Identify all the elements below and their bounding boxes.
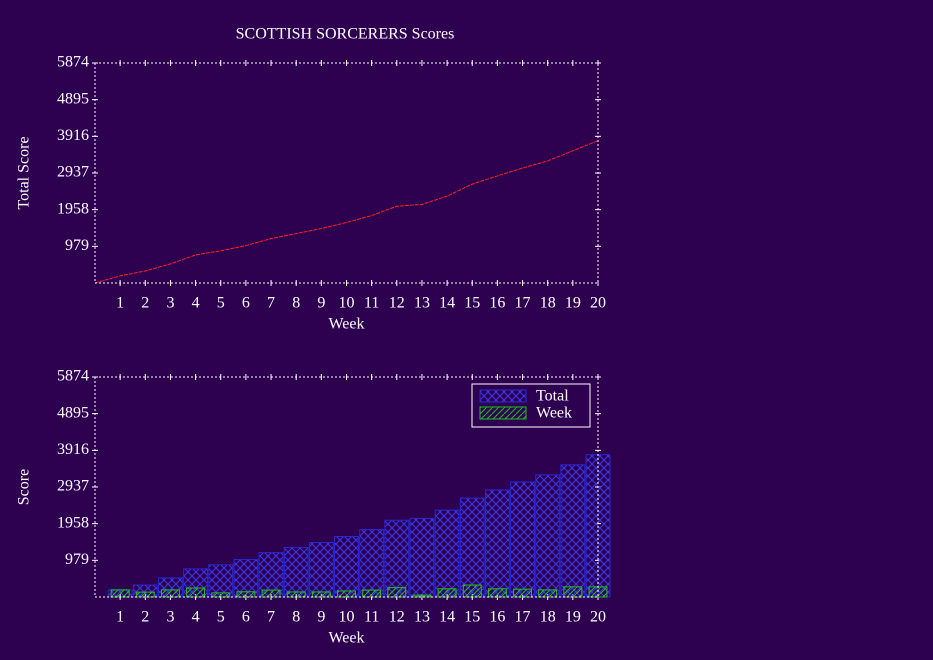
bar bbox=[513, 588, 533, 598]
x-tick-label: 8 bbox=[292, 609, 300, 626]
x-tick-label: 4 bbox=[192, 609, 200, 626]
x-tick-label: 10 bbox=[339, 609, 355, 626]
x-tick-label: 1 bbox=[116, 295, 124, 312]
x-tick-label: 16 bbox=[489, 295, 505, 312]
bar bbox=[283, 547, 309, 598]
legend-swatch bbox=[479, 389, 527, 403]
bar bbox=[362, 589, 382, 598]
bar bbox=[459, 497, 485, 598]
y-tick-label: 1958 bbox=[57, 200, 89, 217]
bar bbox=[409, 517, 435, 598]
x-tick-label: 17 bbox=[515, 609, 531, 626]
bar bbox=[387, 587, 407, 598]
bar bbox=[160, 589, 180, 598]
x-tick-label: 14 bbox=[439, 609, 455, 626]
x-tick-label: 11 bbox=[364, 609, 379, 626]
y-axis-label: Score bbox=[16, 469, 33, 505]
x-tick-label: 3 bbox=[166, 609, 174, 626]
bar bbox=[308, 542, 334, 598]
bar bbox=[135, 591, 155, 598]
x-tick-label: 20 bbox=[590, 295, 606, 312]
x-tick-label: 19 bbox=[565, 609, 581, 626]
y-tick-label: 3916 bbox=[57, 127, 89, 144]
chart-title: SCOTTISH SORCERERS Scores bbox=[236, 26, 455, 43]
x-tick-label: 10 bbox=[339, 295, 355, 312]
x-tick-label: 14 bbox=[439, 295, 455, 312]
x-tick-label: 18 bbox=[540, 295, 556, 312]
x-tick-label: 18 bbox=[540, 609, 556, 626]
y-tick-label: 2937 bbox=[57, 164, 89, 181]
x-tick-label: 13 bbox=[414, 609, 430, 626]
line bbox=[94, 140, 599, 284]
y-tick-label: 4895 bbox=[57, 90, 89, 107]
bar bbox=[484, 489, 510, 598]
plot-frame bbox=[94, 62, 599, 284]
bar bbox=[208, 564, 234, 598]
y-tick-label: 1958 bbox=[57, 514, 89, 531]
bar bbox=[236, 591, 256, 598]
x-tick-label: 8 bbox=[292, 295, 300, 312]
x-tick-label: 9 bbox=[317, 609, 325, 626]
x-tick-label: 7 bbox=[267, 295, 275, 312]
bar bbox=[334, 536, 359, 598]
x-tick-label: 17 bbox=[515, 295, 531, 312]
x-tick-label: 11 bbox=[364, 295, 379, 312]
x-tick-label: 2 bbox=[141, 609, 149, 626]
x-axis-label: Week bbox=[328, 316, 364, 333]
bar bbox=[286, 591, 306, 598]
bar bbox=[384, 519, 410, 598]
legend-label: Total bbox=[536, 388, 569, 405]
x-tick-label: 5 bbox=[217, 295, 225, 312]
plot-frame bbox=[94, 376, 599, 598]
x-tick-label: 19 bbox=[565, 295, 581, 312]
x-tick-label: 6 bbox=[242, 295, 250, 312]
bar bbox=[538, 589, 558, 598]
x-tick-label: 9 bbox=[317, 295, 325, 312]
x-tick-label: 1 bbox=[116, 609, 124, 626]
y-tick-label: 979 bbox=[65, 551, 89, 568]
bar bbox=[261, 589, 281, 598]
x-tick-label: 20 bbox=[590, 609, 606, 626]
bar bbox=[563, 586, 583, 598]
bar bbox=[535, 474, 561, 598]
x-tick-label: 13 bbox=[414, 295, 430, 312]
bar bbox=[510, 481, 535, 598]
x-tick-label: 12 bbox=[389, 609, 405, 626]
bar bbox=[359, 529, 385, 598]
bar bbox=[434, 509, 460, 598]
y-tick-label: 4895 bbox=[57, 404, 89, 421]
x-tick-label: 5 bbox=[217, 609, 225, 626]
x-tick-label: 12 bbox=[389, 295, 405, 312]
bar bbox=[337, 590, 356, 598]
legend-label: Week bbox=[536, 405, 572, 422]
legend-swatch bbox=[479, 406, 527, 420]
x-tick-label: 4 bbox=[192, 295, 200, 312]
x-tick-label: 15 bbox=[464, 295, 480, 312]
bar bbox=[211, 592, 231, 598]
bar bbox=[462, 584, 482, 598]
x-tick-label: 6 bbox=[242, 609, 250, 626]
x-tick-label: 3 bbox=[166, 295, 174, 312]
y-axis-label: Total Score bbox=[16, 136, 33, 209]
bar bbox=[560, 464, 586, 598]
bar bbox=[186, 587, 206, 598]
y-tick-label: 5874 bbox=[57, 54, 89, 71]
y-tick-label: 5874 bbox=[57, 368, 89, 385]
bar bbox=[437, 588, 457, 598]
x-tick-label: 2 bbox=[141, 295, 149, 312]
x-tick-label: 7 bbox=[267, 609, 275, 626]
y-tick-label: 979 bbox=[65, 237, 89, 254]
x-tick-label: 15 bbox=[464, 609, 480, 626]
y-tick-label: 3916 bbox=[57, 441, 89, 458]
bar bbox=[412, 594, 432, 598]
x-tick-label: 16 bbox=[489, 609, 505, 626]
bar bbox=[487, 588, 507, 598]
bar bbox=[311, 591, 331, 598]
x-axis-label: Week bbox=[328, 630, 364, 647]
y-tick-label: 2937 bbox=[57, 478, 89, 495]
bar bbox=[110, 589, 130, 598]
